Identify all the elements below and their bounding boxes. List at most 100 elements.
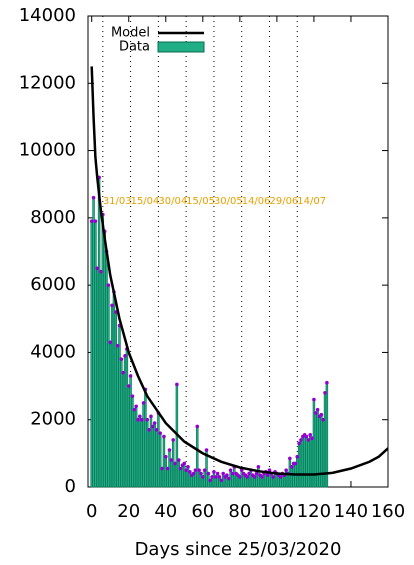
data-point (212, 470, 216, 474)
data-point (256, 465, 261, 469)
date-label: 15/04 (131, 196, 160, 207)
x-axis-label: Days since 25/03/2020 (135, 539, 342, 560)
data-point (245, 475, 250, 479)
data-point (154, 428, 159, 432)
model-line (90, 66, 388, 476)
data-point (295, 454, 300, 459)
date-label: 30/05 (214, 196, 243, 207)
data-point (293, 461, 298, 466)
bar (325, 382, 329, 488)
data-point (169, 458, 174, 462)
x-tick-label: 100 (260, 501, 294, 522)
data-point (226, 476, 231, 481)
data-point (313, 411, 318, 415)
data-point (138, 414, 142, 419)
date-label: 30/04 (158, 196, 187, 207)
data-point (176, 458, 181, 462)
x-tick-label: 160 (371, 501, 405, 522)
data-point (247, 471, 251, 476)
y-tick-label: 6000 (30, 274, 76, 295)
y-tick-label: 0 (65, 476, 76, 497)
data-point (89, 219, 94, 224)
date-label: 14/07 (297, 196, 326, 207)
data-point (323, 391, 327, 395)
data-point (173, 461, 177, 466)
data-point (219, 478, 224, 483)
data-point (186, 465, 190, 469)
data-point (308, 433, 313, 437)
y-tick-label: 2000 (30, 409, 76, 430)
data-point (271, 475, 275, 479)
data-point (110, 303, 114, 308)
data-point (297, 441, 301, 446)
data-point (210, 475, 214, 479)
data-point (289, 465, 294, 469)
data-point (191, 471, 196, 476)
data-point (310, 436, 314, 441)
data-point (175, 382, 179, 387)
data-point (252, 475, 257, 479)
legend-swatch (157, 41, 205, 53)
data-point (184, 468, 188, 472)
data-point (99, 269, 103, 274)
data-point (115, 343, 120, 348)
data-point (215, 471, 220, 476)
data-point (201, 475, 205, 479)
data-point (193, 468, 198, 472)
data-point (182, 461, 187, 466)
data-point (221, 471, 225, 476)
data-point (204, 448, 209, 452)
data-point (145, 417, 150, 422)
legend-label: Data (119, 40, 150, 55)
y-tick-label: 14000 (19, 5, 76, 26)
date-label: 29/06 (269, 196, 298, 207)
x-tick-label: 120 (297, 501, 331, 522)
date-label: 31/03 (103, 196, 132, 207)
data-point (163, 454, 168, 459)
data-point (230, 471, 235, 476)
data-point (178, 466, 183, 471)
data-point (278, 475, 283, 479)
data-point (149, 414, 153, 419)
data-point (254, 471, 259, 476)
data-point (119, 357, 124, 361)
y-tick-label: 12000 (19, 72, 76, 93)
data-point (228, 468, 233, 472)
data-point (315, 407, 320, 412)
date-label: 15/05 (186, 196, 215, 207)
data-point (238, 475, 242, 479)
x-tick-label: 0 (86, 501, 97, 522)
data-point (265, 473, 270, 478)
data-point (202, 468, 207, 472)
data-point (106, 283, 111, 287)
data-point (151, 424, 155, 429)
data-point (128, 374, 133, 378)
data-point (160, 466, 164, 471)
data-point (167, 448, 172, 452)
data-point (213, 475, 218, 479)
data-point (206, 471, 211, 476)
data-point (288, 456, 292, 461)
data-point (141, 401, 146, 405)
date-label: 14/06 (242, 196, 271, 207)
data-point (325, 380, 329, 385)
data-point (171, 438, 175, 442)
data-point (91, 195, 96, 200)
data-point (93, 219, 98, 224)
data-point (95, 266, 100, 271)
y-tick-label: 10000 (19, 140, 76, 161)
y-tick-label: 8000 (30, 207, 76, 228)
data-point (217, 475, 222, 479)
data-point (321, 417, 325, 422)
data-point (139, 417, 144, 422)
data-point (306, 438, 311, 442)
data-point (188, 470, 192, 474)
x-tick-label: 140 (334, 501, 368, 522)
data-point (162, 434, 166, 439)
data-point (147, 428, 151, 432)
data-point (284, 468, 288, 472)
data-point (195, 424, 200, 429)
data-point (312, 397, 316, 402)
data-point (225, 473, 229, 478)
